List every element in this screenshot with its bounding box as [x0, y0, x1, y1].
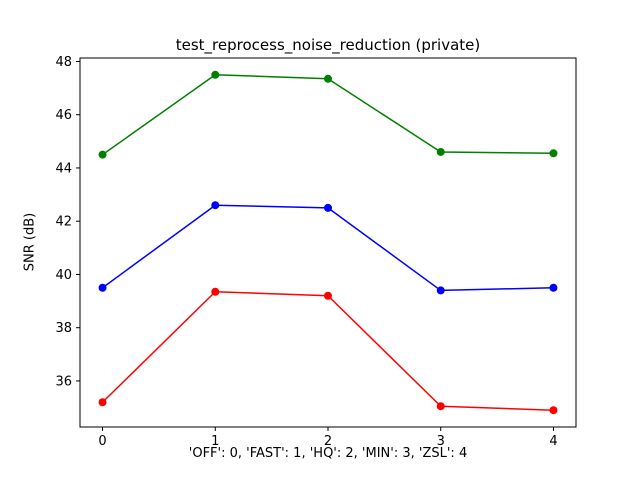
y-axis-tick-label: 42 [55, 215, 72, 230]
x-axis-tick-label: 2 [324, 434, 332, 449]
blue-series-line [102, 204, 554, 292]
x-axis-label: 'OFF': 0, 'FAST': 1, 'HQ': 2, 'MIN': 3, … [188, 446, 468, 461]
red-series-marker [211, 287, 220, 296]
red-series-line [102, 291, 554, 411]
x-axis-tick-label: 1 [211, 434, 219, 449]
x-axis-tick-label: 4 [549, 434, 557, 449]
green-series-line [102, 74, 554, 156]
red-series-marker [324, 291, 332, 300]
y-axis-tick-label: 46 [55, 108, 72, 123]
green-series-marker [436, 147, 445, 156]
blue-series-marker [98, 283, 107, 292]
blue-series-marker [436, 286, 445, 295]
axes-frame [79, 57, 577, 428]
y-axis-tick-label: 40 [55, 268, 72, 283]
red-series-marker [436, 402, 445, 411]
x-axis-tick-label: 0 [98, 434, 106, 449]
red-series-marker [549, 406, 558, 415]
y-axis-label: SNR (dB) [22, 212, 38, 272]
green-series-marker [324, 74, 332, 83]
green-series-marker [211, 70, 220, 79]
chart-title: test_reprocess_noise_reduction (private) [175, 36, 481, 54]
y-axis-tick-label: 44 [55, 161, 72, 176]
x-axis-tick-label: 3 [437, 434, 445, 449]
blue-series-marker [211, 201, 220, 210]
y-axis-tick-label: 38 [55, 321, 72, 336]
blue-series-marker [324, 203, 332, 212]
blue-series-marker [549, 283, 558, 292]
green-series-marker [98, 150, 107, 159]
y-axis-tick-label: 36 [55, 374, 72, 389]
red-series-marker [98, 398, 107, 407]
y-axis-tick-label: 48 [55, 55, 72, 70]
green-series-marker [549, 149, 558, 158]
